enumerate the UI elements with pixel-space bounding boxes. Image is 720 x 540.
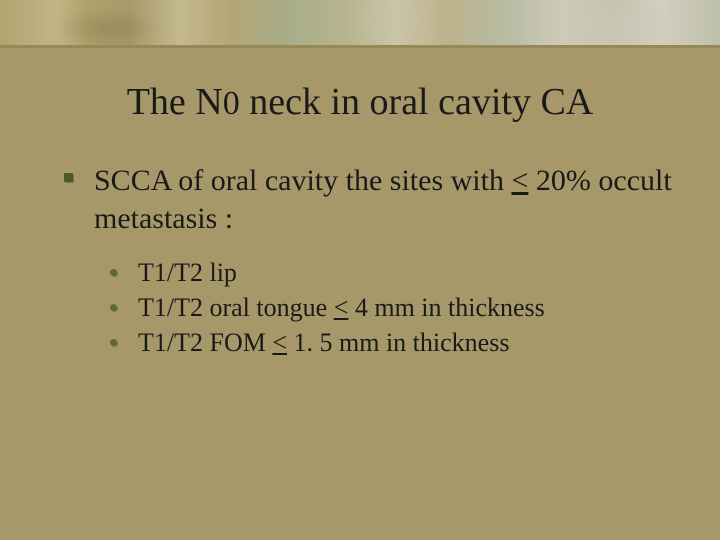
sub-text-post: 4 mm in thickness xyxy=(348,293,544,322)
title-part-pre: The N xyxy=(127,81,223,123)
sub-bullet-list: T1/T2 lip T1/T2 oral tongue < 4 mm in th… xyxy=(94,255,680,360)
sub-list-item: T1/T2 FOM < 1. 5 mm in thickness xyxy=(138,325,680,360)
less-than-underlined: < xyxy=(272,328,287,357)
sub-list-item: T1/T2 oral tongue < 4 mm in thickness xyxy=(138,290,680,325)
main-text-pre: SCCA of oral cavity the sites with xyxy=(94,164,511,197)
main-bullet-list: SCCA of oral cavity the sites with < 20%… xyxy=(40,162,680,360)
slide-title: The N0 neck in oral cavity CA xyxy=(40,80,680,124)
bullet-icon xyxy=(110,304,117,311)
less-than-underlined: < xyxy=(511,164,528,197)
less-than-underlined: < xyxy=(334,293,349,322)
bullet-icon xyxy=(110,339,117,346)
sub-text-post: 1. 5 mm in thickness xyxy=(287,328,509,357)
bullet-icon xyxy=(110,269,117,276)
sub-text: T1/T2 lip xyxy=(138,258,237,287)
bullet-icon xyxy=(64,173,73,182)
slide-content: The N0 neck in oral cavity CA SCCA of or… xyxy=(0,70,720,540)
main-list-item: SCCA of oral cavity the sites with < 20%… xyxy=(94,162,680,360)
sub-text-pre: T1/T2 oral tongue xyxy=(138,293,334,322)
title-subscript-zero: 0 xyxy=(223,85,240,122)
title-part-post: neck in oral cavity CA xyxy=(240,81,594,123)
sub-list-item: T1/T2 lip xyxy=(138,255,680,290)
decorative-header-band xyxy=(0,0,720,48)
sub-text-pre: T1/T2 FOM xyxy=(138,328,272,357)
